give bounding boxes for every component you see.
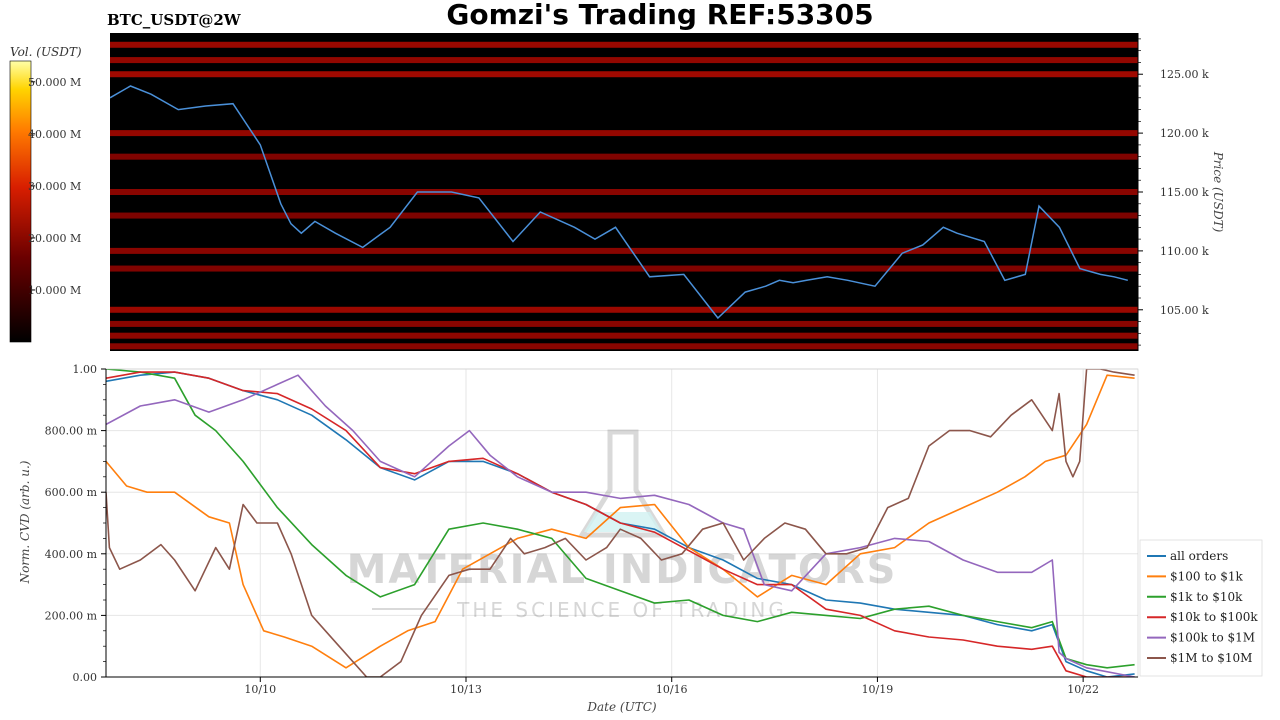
watermark: MATERIAL INDICATORS THE SCIENCE OF TRADI… <box>347 429 898 622</box>
legend-label: $100k to $1M <box>1170 631 1255 645</box>
cvd-panel: MATERIAL INDICATORS THE SCIENCE OF TRADI… <box>18 363 1139 714</box>
resting-level-band <box>110 265 1138 272</box>
heatmap-panel: 105.00 k 110.00 k 115.00 k 120.00 k 125.00 k… <box>110 33 1225 351</box>
resting-level-band <box>110 332 1138 339</box>
price-tick-label: 110.00 k <box>1160 245 1209 258</box>
watermark-title: MATERIAL INDICATORS <box>347 547 898 593</box>
resting-level-band <box>110 130 1138 137</box>
cvd-x-tick-label: 10/10 <box>244 683 276 696</box>
price-line <box>110 85 1128 320</box>
price-tick-label: 105.00 k <box>1160 304 1209 317</box>
price-tick-label: 115.00 k <box>1160 186 1209 199</box>
cvd-y-tick-label: 400.00 m <box>45 548 98 561</box>
resting-level-band <box>110 41 1138 48</box>
colorbar-gradient <box>9 60 32 343</box>
cvd-x-axis: 10/10 10/13 10/16 10/19 10/22 <box>244 677 1099 696</box>
chart-title: Gomzi's Trading REF:53305 <box>446 0 873 31</box>
cvd-series-line <box>106 374 1135 669</box>
price-axis: 105.00 k 110.00 k 115.00 k 120.00 k 125.00 k <box>1137 33 1209 351</box>
colorbar: Vol. (USDT) 10.000 M 20.000 M 30.000 M 40.0… <box>9 45 82 343</box>
resting-level-band <box>110 320 1138 327</box>
pair-label: BTC_USDT@2W <box>107 11 242 29</box>
colorbar-label: Vol. (USDT) <box>10 45 82 59</box>
cvd-series-lines <box>106 369 1135 677</box>
cvd-y-tick-label: 200.00 m <box>45 609 98 622</box>
resting-level-band <box>110 306 1138 313</box>
legend-label: $1k to $10k <box>1170 590 1243 604</box>
cvd-x-tick-label: 10/13 <box>450 683 482 696</box>
cvd-x-axis-label: Date (UTC) <box>586 700 656 714</box>
colorbar-tick-label: 50.000 M <box>28 76 81 89</box>
cvd-y-tick-label: 0.00 <box>73 671 98 684</box>
resting-level-band <box>110 57 1138 64</box>
resting-level-band <box>110 212 1138 219</box>
colorbar-tick-label: 40.000 M <box>28 128 81 141</box>
legend-label: $1M to $10M <box>1170 651 1252 665</box>
colorbar-tick-label: 10.000 M <box>28 284 81 297</box>
heatmap-levels <box>110 41 1138 350</box>
colorbar-tick-label: 30.000 M <box>28 180 81 193</box>
cvd-x-tick-label: 10/22 <box>1067 683 1099 696</box>
resting-level-band <box>110 189 1138 195</box>
cvd-y-tick-label: 1.00 <box>73 363 98 376</box>
legend-box <box>1139 539 1263 677</box>
resting-level-band <box>110 247 1138 254</box>
cvd-y-axis: 0.00 200.00 m 400.00 m 600.00 m 800.00 m 1.00 <box>45 363 106 684</box>
cvd-series-line <box>106 374 1135 677</box>
colorbar-tick-label: 20.000 M <box>28 232 81 245</box>
price-tick-label: 120.00 k <box>1160 127 1209 140</box>
price-axis-label: Price (USDT) <box>1211 151 1225 233</box>
resting-level-band <box>110 343 1138 350</box>
legend-label: $10k to $100k <box>1170 610 1258 624</box>
resting-level-band <box>110 71 1138 78</box>
cvd-y-tick-label: 600.00 m <box>45 486 98 499</box>
cvd-series-line <box>106 371 1135 677</box>
cvd-y-axis-label: Norm. CVD (arb. u.) <box>18 460 32 584</box>
cvd-series-line <box>106 369 1135 677</box>
cvd-x-tick-label: 10/19 <box>862 683 894 696</box>
legend-label: $100 to $1k <box>1170 569 1243 583</box>
cvd-y-tick-label: 800.00 m <box>45 425 98 438</box>
legend: all orders $100 to $1k $1k to $10k $10k to … <box>1139 539 1263 677</box>
price-tick-label: 125.00 k <box>1160 68 1209 81</box>
legend-label: all orders <box>1170 549 1228 563</box>
resting-level-band <box>110 153 1138 160</box>
cvd-series-line <box>106 371 1135 677</box>
colorbar-ticks: 10.000 M 20.000 M 30.000 M 40.000 M 50.000 M <box>28 76 81 297</box>
cvd-x-tick-label: 10/16 <box>656 683 688 696</box>
cvd-series-line <box>106 369 1135 669</box>
watermark-subtitle: THE SCIENCE OF TRADING <box>456 598 787 622</box>
